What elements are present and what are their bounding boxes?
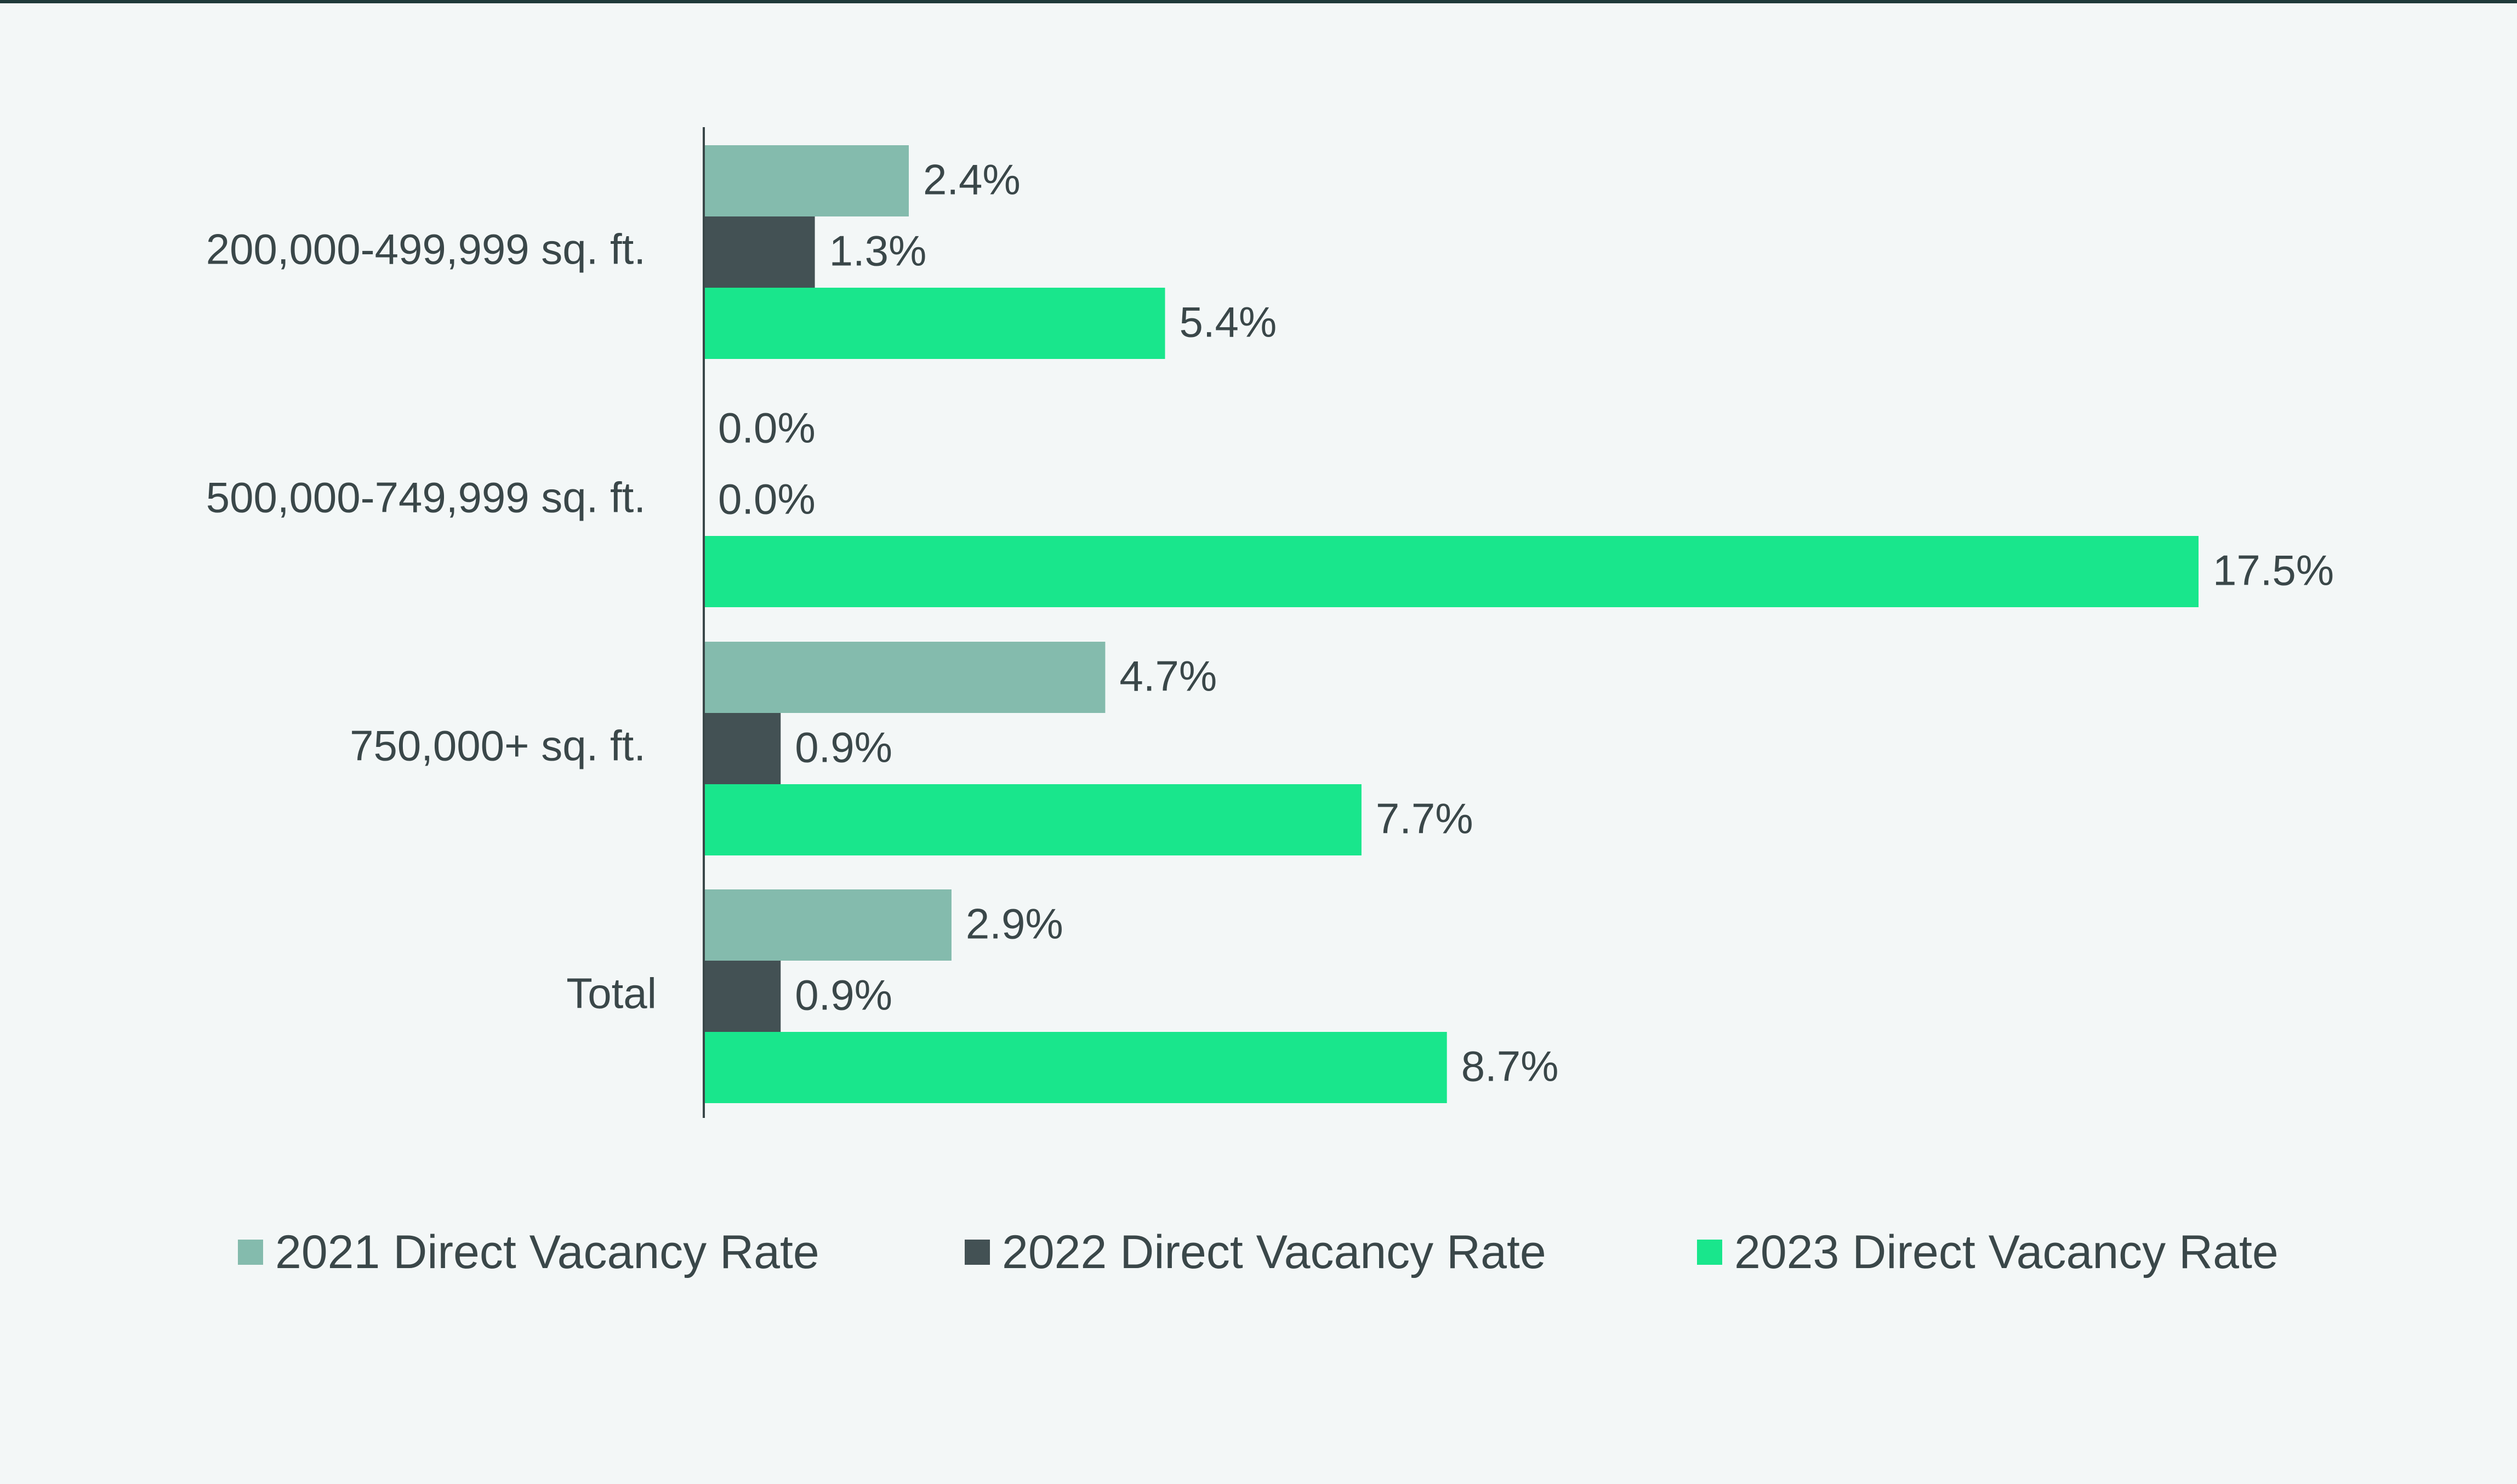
bar-2022-direct-vacancy-rate-750-000-sq-ft [704,713,781,784]
data-label-2022-direct-vacancy-rate-total: 0.9% [795,971,892,1019]
legend-item-2022-direct-vacancy-rate: 2022 Direct Vacancy Rate [965,1222,1546,1282]
data-label-2022-direct-vacancy-rate-750-000-sq-ft: 0.9% [795,723,892,772]
legend-label: 2023 Direct Vacancy Rate [1734,1225,2279,1278]
data-label-2021-direct-vacancy-rate-200-000-499-999-sq-ft: 2.4% [923,156,1021,204]
category-label-500-000-749-999-sq-ft: 500,000-749,999 sq. ft. [206,473,646,522]
data-label-2023-direct-vacancy-rate-750-000-sq-ft: 7.7% [1376,795,1473,843]
bar-2021-direct-vacancy-rate-200-000-499-999-sq-ft [704,145,909,216]
legend-label: 2022 Direct Vacancy Rate [1002,1225,1546,1278]
bar-2021-direct-vacancy-rate-total [704,889,952,961]
bar-2023-direct-vacancy-rate-500-000-749-999-sq-ft [704,536,2199,607]
data-label-2023-direct-vacancy-rate-total: 8.7% [1461,1042,1559,1091]
data-label-2022-direct-vacancy-rate-200-000-499-999-sq-ft: 1.3% [829,227,927,275]
data-label-2021-direct-vacancy-rate-750-000-sq-ft: 4.7% [1119,652,1217,700]
category-label-200-000-499-999-sq-ft: 200,000-499,999 sq. ft. [206,225,646,273]
bar-2023-direct-vacancy-rate-total [704,1032,1447,1103]
data-label-2021-direct-vacancy-rate-500-000-749-999-sq-ft: 0.0% [718,404,816,452]
legend: 2021 Direct Vacancy Rate 2022 Direct Vaca… [0,1222,2517,1282]
bars-layer: 200,000-499,999 sq. ft. 2.4% 1.3% 5.4% 500,0… [206,145,2334,1103]
top-rule [0,0,2517,3]
data-label-2021-direct-vacancy-rate-total: 2.9% [966,900,1063,948]
data-label-2023-direct-vacancy-rate-500-000-749-999-sq-ft: 17.5% [2213,546,2334,595]
bar-2022-direct-vacancy-rate-200-000-499-999-sq-ft [704,216,815,288]
legend-swatch [965,1240,990,1265]
bar-2023-direct-vacancy-rate-750-000-sq-ft [704,784,1362,855]
category-label-750-000-sq-ft: 750,000+ sq. ft. [350,722,646,770]
data-label-2023-direct-vacancy-rate-200-000-499-999-sq-ft: 5.4% [1179,298,1277,346]
bar-chart: 200,000-499,999 sq. ft. 2.4% 1.3% 5.4% 500,0… [206,127,2334,1118]
category-label-total: Total [566,969,657,1018]
data-label-2022-direct-vacancy-rate-500-000-749-999-sq-ft: 0.0% [718,475,816,523]
bar-2022-direct-vacancy-rate-total [704,961,781,1032]
legend-item-2023-direct-vacancy-rate: 2023 Direct Vacancy Rate [1697,1222,2279,1282]
legend-label: 2021 Direct Vacancy Rate [275,1225,819,1278]
legend-swatch [238,1240,263,1265]
legend-swatch [1697,1240,1722,1265]
bar-2023-direct-vacancy-rate-200-000-499-999-sq-ft [704,288,1165,359]
bar-2021-direct-vacancy-rate-750-000-sq-ft [704,642,1106,713]
legend-item-2021-direct-vacancy-rate: 2021 Direct Vacancy Rate [238,1222,819,1282]
